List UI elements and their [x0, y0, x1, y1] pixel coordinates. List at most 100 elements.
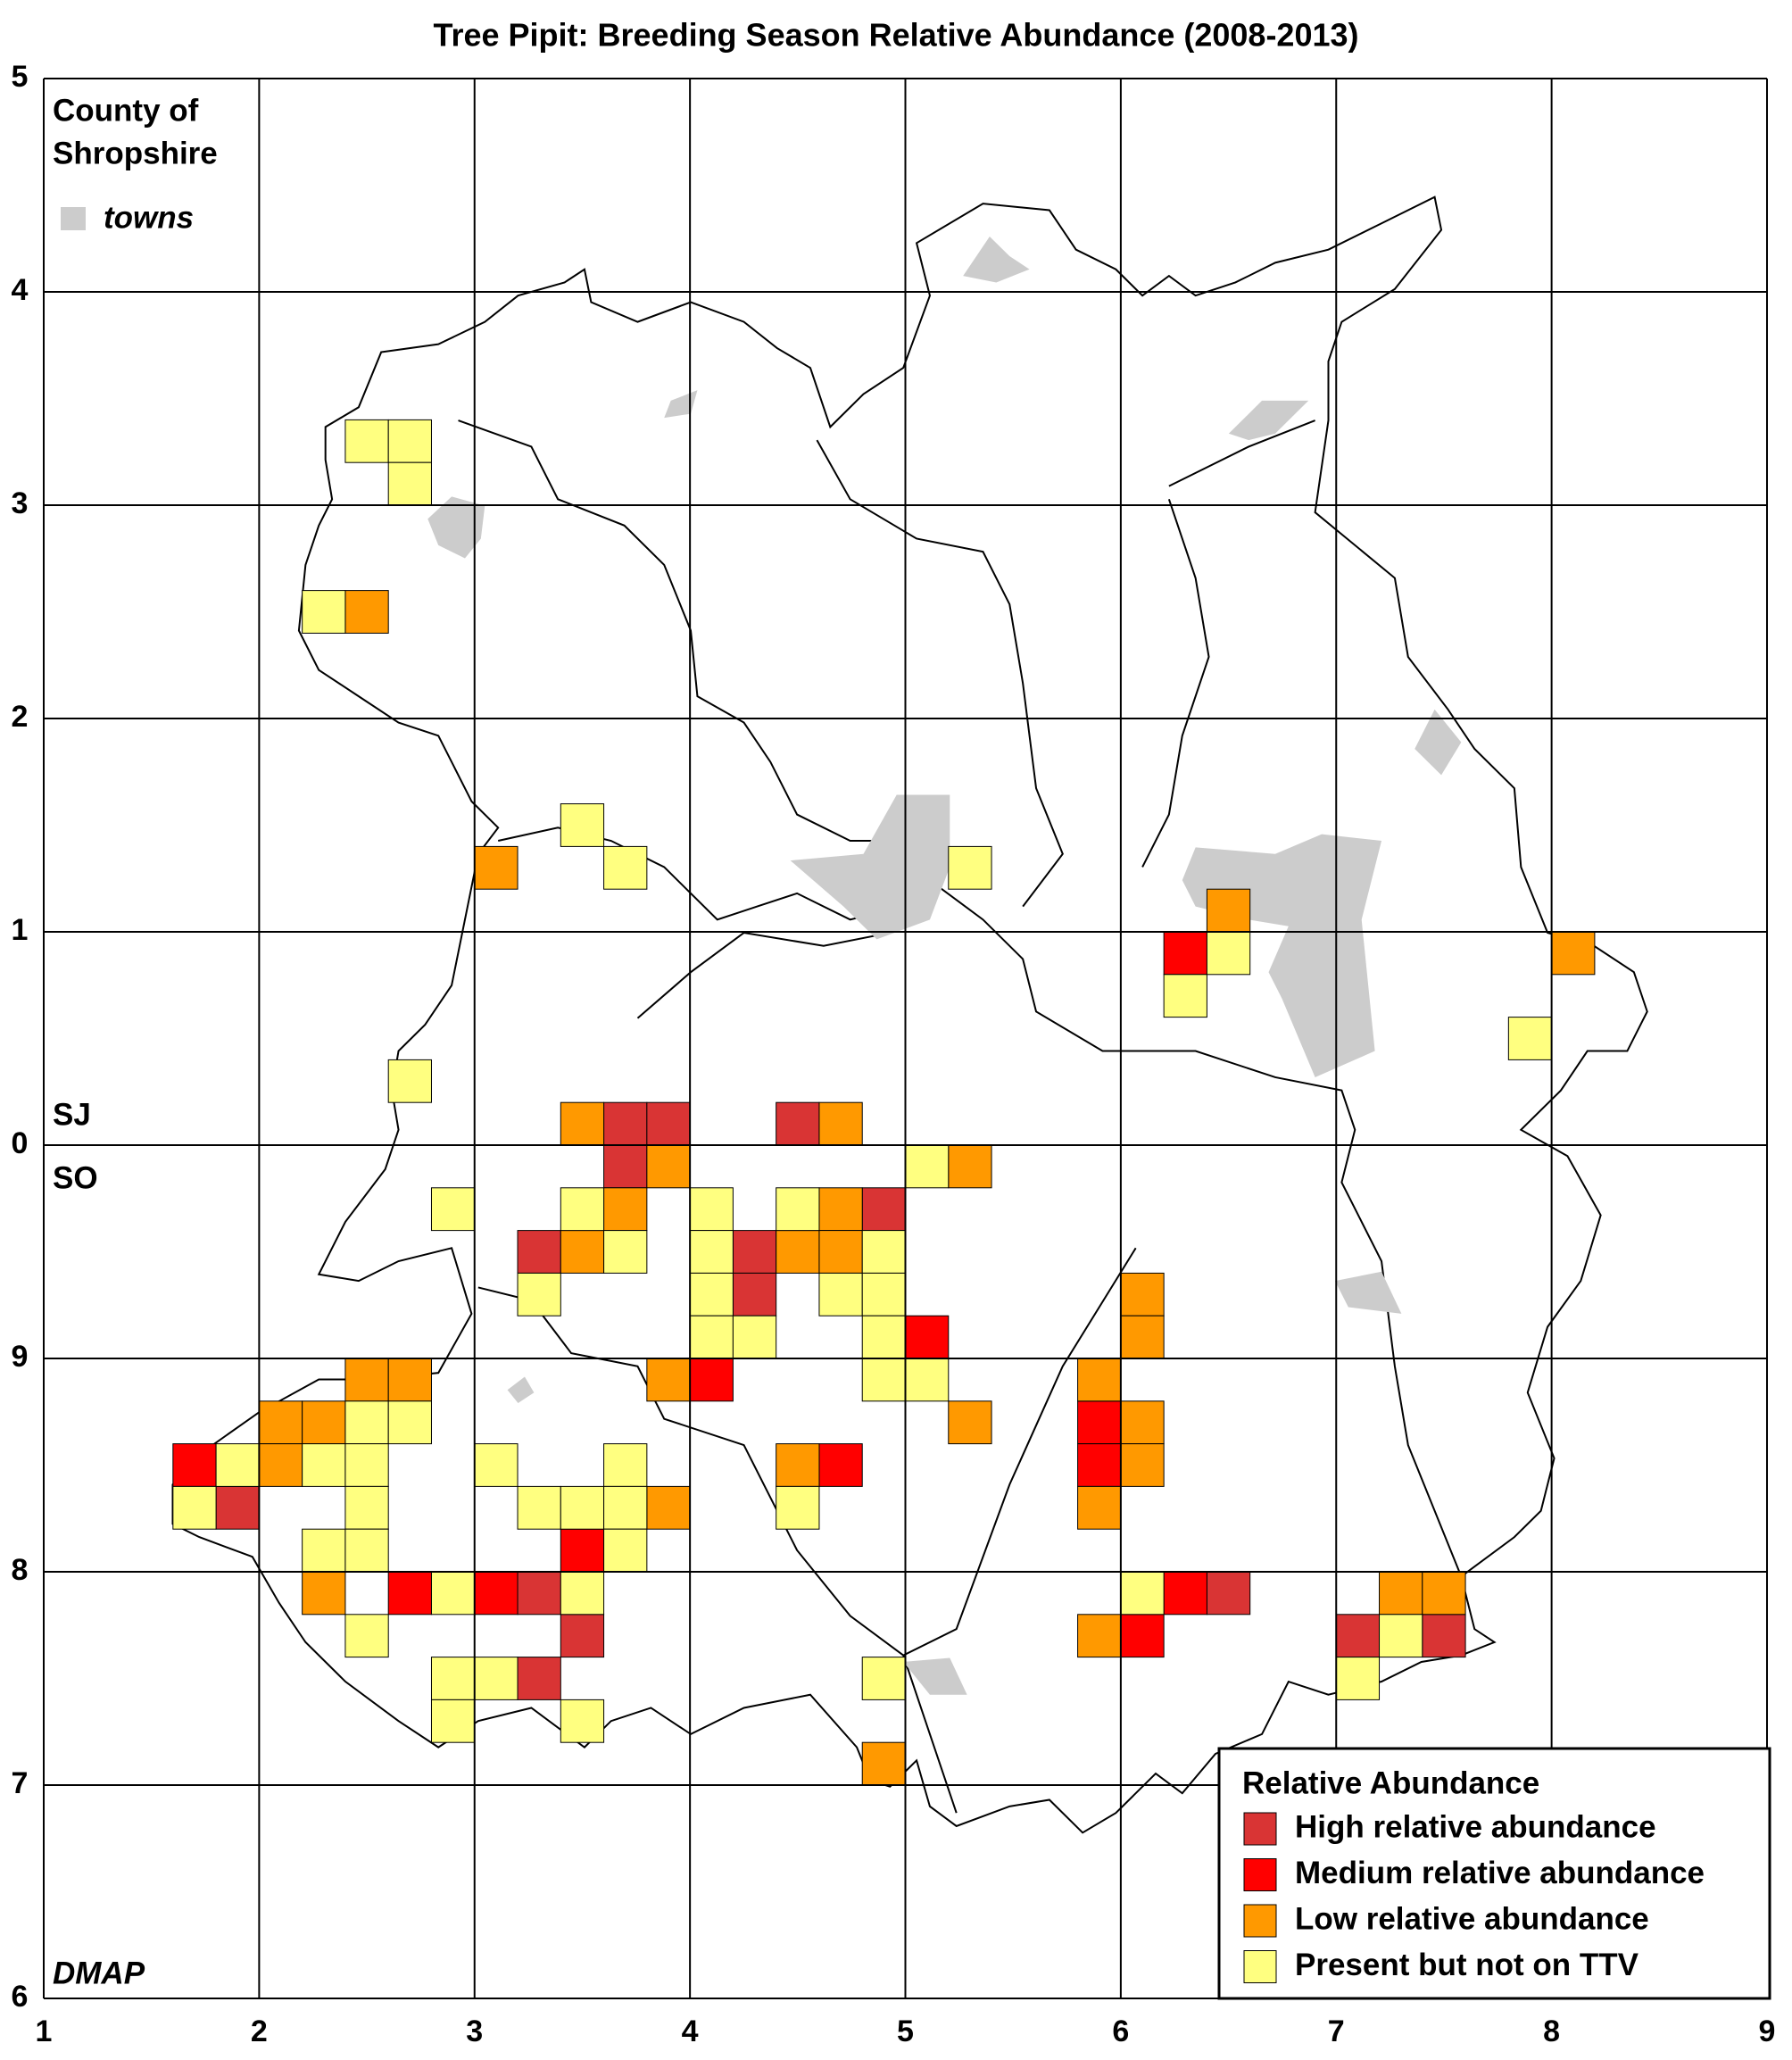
tetrad: [387, 1400, 432, 1445]
town: [790, 794, 950, 940]
y-tick-label: 0: [12, 1126, 29, 1160]
tetrad: [258, 1443, 303, 1487]
tetrad: [560, 1485, 605, 1530]
tetrad: [1163, 974, 1207, 1018]
x-tick-label: 2: [251, 2014, 268, 2048]
tetrad: [344, 1358, 389, 1402]
tetrad: [603, 1230, 648, 1274]
town: [1228, 400, 1309, 441]
tetrad: [344, 1528, 389, 1573]
tetrad: [474, 845, 519, 890]
tetrad: [776, 1443, 820, 1487]
tetrad: [1120, 1614, 1165, 1658]
grid-square-label: SJ: [53, 1097, 91, 1132]
tetrad: [732, 1315, 777, 1359]
tetrad: [1077, 1443, 1122, 1487]
tetrad: [387, 461, 432, 506]
tetrad: [646, 1485, 691, 1530]
tetrad: [344, 1443, 389, 1487]
tetrad: [517, 1571, 561, 1616]
tetrad: [560, 1614, 605, 1658]
legend-title: Relative Abundance: [1242, 1765, 1539, 1800]
tetrad: [1077, 1358, 1122, 1402]
river: [637, 933, 890, 1018]
tetrad: [646, 1358, 691, 1402]
tetrad: [560, 1699, 605, 1743]
tetrad: [646, 1144, 691, 1189]
tetrad: [344, 1400, 389, 1445]
tetrad: [560, 803, 605, 847]
towns-swatch: [61, 207, 86, 230]
county-outline: [173, 197, 1647, 1833]
y-tick-label: 4: [12, 273, 29, 307]
legend: Relative Abundance High relative abundanc…: [1217, 1747, 1771, 2000]
legend-swatch: [1243, 1950, 1277, 1983]
y-tick-label: 7: [12, 1766, 29, 1800]
tetrad: [603, 1443, 648, 1487]
x-tick-label: 4: [682, 2014, 699, 2048]
tetrad: [1077, 1614, 1122, 1658]
tetrad: [1206, 888, 1251, 933]
y-tick-label: 2: [12, 700, 29, 734]
tetrad: [387, 1059, 432, 1103]
x-tick-label: 1: [36, 2014, 53, 2048]
tetrad: [818, 1272, 863, 1317]
tetrad: [1507, 1017, 1553, 1060]
tetrad: [818, 1187, 863, 1232]
tetrad: [517, 1230, 561, 1274]
tetrad: [1206, 1571, 1251, 1616]
tetrad: [302, 1528, 346, 1573]
tetrad: [861, 1657, 906, 1700]
tetrad: [215, 1485, 260, 1530]
town: [963, 236, 1030, 283]
tetrad: [430, 1187, 476, 1232]
tetrad: [689, 1315, 734, 1359]
legend-box: [1217, 1747, 1771, 2000]
tetrad: [689, 1358, 734, 1402]
tetrad: [517, 1272, 561, 1317]
tetrad: [474, 1443, 519, 1487]
y-tick-label: 1: [12, 913, 29, 947]
tetrad: [1163, 931, 1207, 976]
tetrad: [387, 1571, 432, 1616]
tetrad: [387, 419, 432, 463]
tetrad: [1163, 1571, 1207, 1616]
legend-swatch: [1243, 1858, 1277, 1891]
tetrad: [603, 1144, 648, 1189]
x-tick-label: 8: [1543, 2014, 1560, 2048]
tetrad: [776, 1485, 820, 1530]
tetrad: [430, 1657, 476, 1700]
x-tick-label: 6: [1112, 2014, 1129, 2048]
legend-label: High relative abundance: [1295, 1809, 1656, 1844]
tetrad: [905, 1144, 950, 1189]
tetrad: [1120, 1571, 1165, 1616]
tetrad: [948, 1144, 992, 1189]
tetrad: [818, 1443, 863, 1487]
tetrad: [560, 1101, 605, 1146]
tetrad: [517, 1657, 561, 1700]
tetrad: [1120, 1315, 1165, 1359]
tetrad: [1335, 1614, 1381, 1658]
tetrad: [1335, 1657, 1381, 1700]
tetrad: [560, 1571, 605, 1616]
tetrad: [861, 1230, 906, 1274]
y-tick-label: 3: [12, 486, 29, 520]
tetrad: [302, 1443, 346, 1487]
tetrad: [905, 1358, 950, 1402]
tetrad: [646, 1101, 691, 1146]
tetrads: [172, 419, 1596, 1786]
tetrad: [818, 1230, 863, 1274]
tetrad: [1120, 1443, 1165, 1487]
tetrad: [1120, 1400, 1165, 1445]
river: [459, 420, 1462, 1576]
tetrad: [861, 1358, 906, 1402]
tetrad: [560, 1230, 605, 1274]
tetrad: [258, 1400, 303, 1445]
tetrad: [948, 845, 992, 890]
town: [427, 496, 485, 559]
tetrad: [1422, 1614, 1466, 1658]
legend-label: Medium relative abundance: [1295, 1856, 1705, 1890]
tetrad: [215, 1443, 260, 1487]
tetrad: [861, 1315, 906, 1359]
